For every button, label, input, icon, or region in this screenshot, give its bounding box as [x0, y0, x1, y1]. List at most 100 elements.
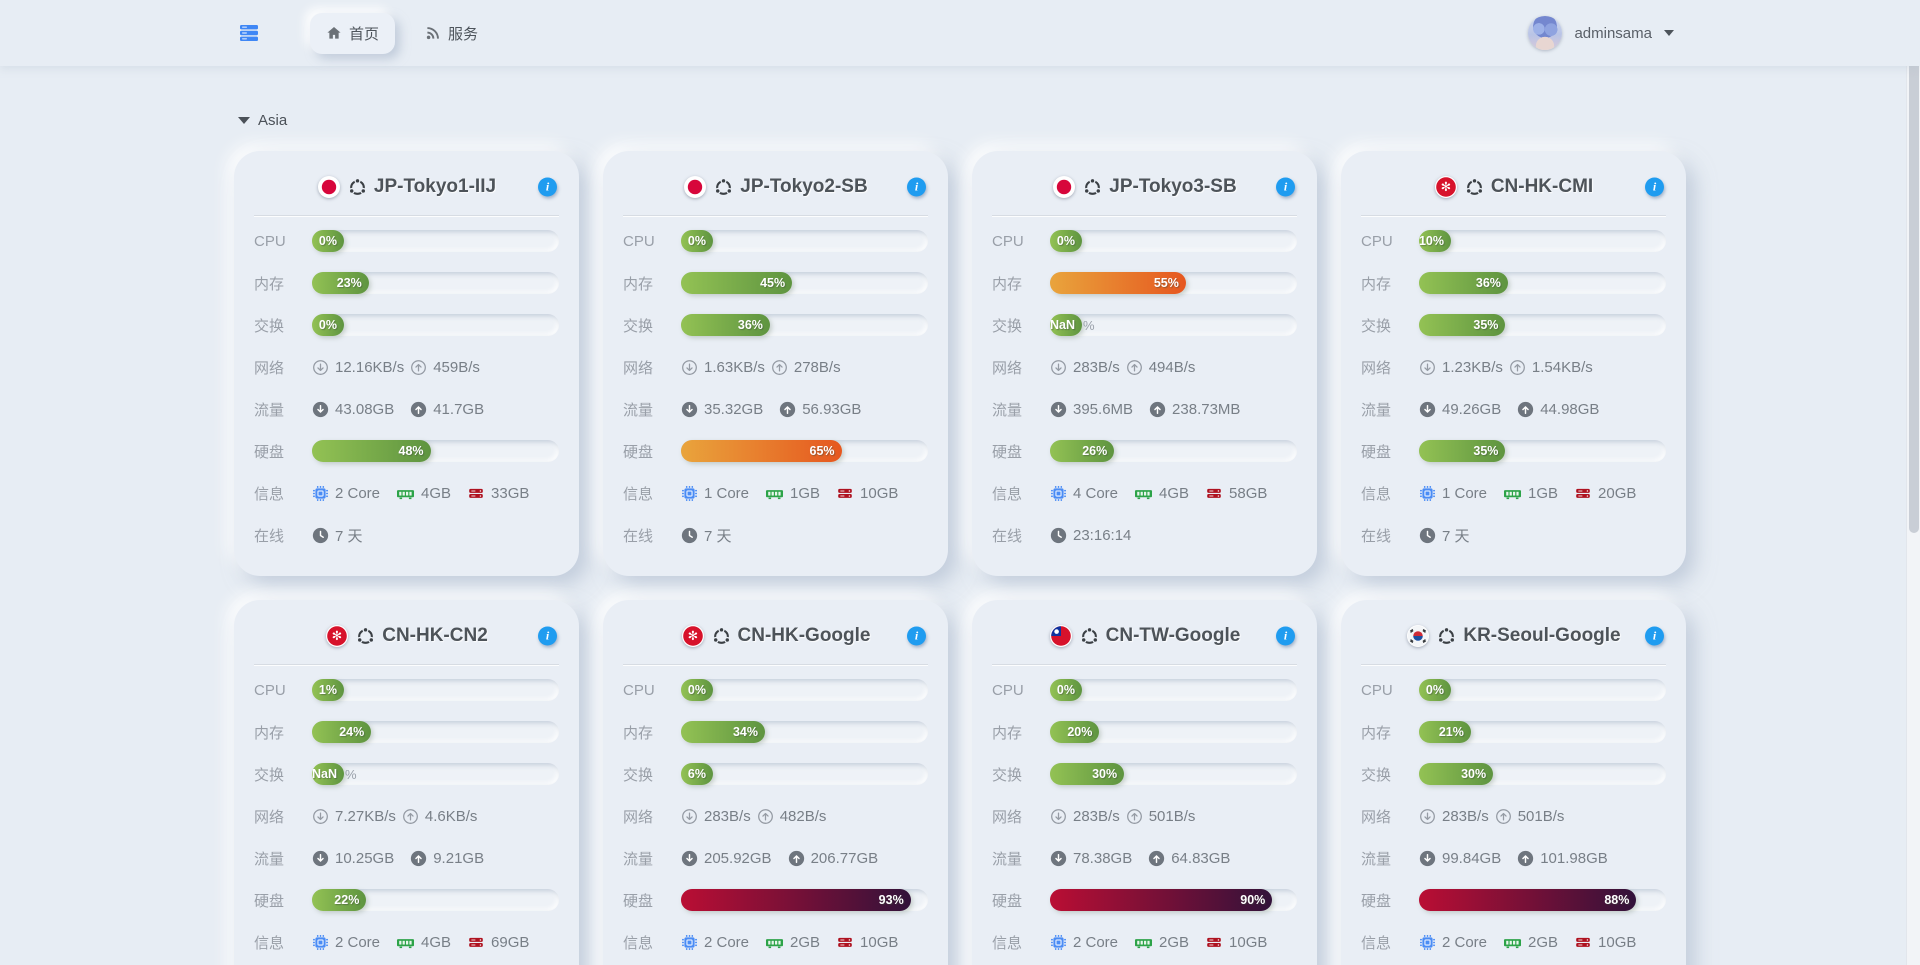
- network-row: 网络 283B/s 501B/s: [1361, 795, 1666, 837]
- tab-home-label: 首页: [349, 25, 380, 43]
- clock-icon: [1419, 527, 1436, 544]
- info-button[interactable]: i: [1645, 177, 1664, 197]
- cpu-row: CPU 0% %: [992, 669, 1297, 711]
- cpu-chip-icon: [312, 934, 329, 951]
- cpu-progress-bar: 0% %: [1419, 679, 1666, 701]
- cpu-chip-icon: [1419, 485, 1436, 502]
- info-row: 信息 2 Core: [992, 921, 1297, 963]
- server-name: JP-Tokyo3-SB: [1109, 176, 1237, 197]
- ram-icon: [396, 934, 415, 951]
- download-filled-icon: [1419, 850, 1436, 867]
- divider: [1361, 215, 1666, 216]
- traffic-row: 流量 99.84GB 101.98GB: [1361, 837, 1666, 879]
- info-cores-value: 2 Core: [335, 484, 381, 502]
- server-stack-icon[interactable]: [234, 18, 264, 48]
- user-menu[interactable]: adminsama: [1528, 16, 1686, 50]
- download-filled-icon: [312, 401, 329, 418]
- download-filled-icon: [312, 850, 329, 867]
- server-card: CN-TW-Google i CPU 0% % 内存 20% % 交: [972, 600, 1317, 965]
- os-ubuntu-icon: [1080, 626, 1099, 646]
- info-cores-value: 2 Core: [1073, 933, 1119, 951]
- country-flag-icon: [1406, 624, 1430, 648]
- storage-disk-icon: [1574, 485, 1592, 502]
- server-name: CN-HK-CMI: [1490, 176, 1594, 197]
- traffic-down-value: 395.6MB: [1073, 400, 1134, 418]
- ram-icon: [1503, 934, 1522, 951]
- section-header-asia[interactable]: Asia: [234, 66, 1686, 151]
- caret-down-icon: [1664, 30, 1674, 36]
- traffic-row: 流量 205.92GB 206.77GB: [623, 837, 928, 879]
- server-card: ✻ CN-HK-CMI i CPU 10%: [1341, 151, 1686, 576]
- network-label: 网络: [254, 808, 285, 826]
- swap-label: 交换: [1361, 317, 1392, 335]
- disk-row: 硬盘 48% %: [254, 430, 559, 472]
- info-button[interactable]: i: [907, 626, 926, 646]
- memory-row: 内存 55% %: [992, 262, 1297, 304]
- swap-progress-bar: 30% %: [1419, 763, 1666, 785]
- memory-progress-bar: 21% %: [1419, 721, 1666, 743]
- disk-progress-bar: 26% %: [1050, 440, 1297, 462]
- tab-services[interactable]: 服务: [409, 13, 494, 54]
- scrollbar-track[interactable]: [1906, 0, 1920, 965]
- info-button[interactable]: i: [1276, 177, 1295, 197]
- network-row: 网络 283B/s 482B/s: [623, 795, 928, 837]
- upload-filled-icon: [788, 850, 805, 867]
- disk-label: 硬盘: [623, 443, 654, 461]
- os-ubuntu-icon: [1437, 626, 1456, 646]
- storage-disk-icon: [467, 934, 485, 951]
- download-outline-icon: [1050, 359, 1067, 376]
- upload-outline-icon: [757, 808, 774, 825]
- swap-label: 交换: [1361, 766, 1392, 784]
- info-label: 信息: [254, 485, 285, 503]
- nan-percent-suffix: %: [345, 766, 357, 782]
- cpu-progress-bar: 0% %: [1050, 679, 1297, 701]
- info-row: 信息 2 Core: [254, 921, 559, 963]
- info-button[interactable]: i: [1276, 626, 1295, 646]
- disk-row: 硬盘 88% %: [1361, 879, 1666, 921]
- info-ram-value: 2GB: [790, 933, 821, 951]
- info-button[interactable]: i: [1645, 626, 1664, 646]
- os-ubuntu-icon: [714, 177, 733, 197]
- cpu-label: CPU: [1361, 681, 1393, 699]
- swap-row: 交换 35% %: [1361, 304, 1666, 346]
- disk-row: 硬盘 65% %: [623, 430, 928, 472]
- clock-icon: [681, 527, 698, 544]
- scrollbar-thumb[interactable]: [1909, 0, 1919, 533]
- network-label: 网络: [623, 808, 654, 826]
- divider: [1361, 664, 1666, 665]
- info-button[interactable]: i: [907, 177, 926, 197]
- network-row: 网络 1.63KB/s 278B/s: [623, 346, 928, 388]
- navbar: 首页 服务 adminsama: [0, 0, 1920, 66]
- info-storage-value: 10GB: [860, 484, 899, 502]
- traffic-label: 流量: [254, 850, 285, 868]
- download-outline-icon: [681, 359, 698, 376]
- memory-progress-bar: 36% %: [1419, 272, 1666, 294]
- tab-home[interactable]: 首页: [310, 12, 396, 54]
- network-up-value: 4.6KB/s: [424, 807, 478, 825]
- clock-icon: [312, 527, 329, 544]
- memory-progress-bar: 45% %: [681, 272, 928, 294]
- info-storage-value: 10GB: [1229, 933, 1268, 951]
- network-up-value: 278B/s: [793, 358, 841, 376]
- country-flag-icon: [683, 175, 707, 199]
- online-row: 在线 7 天: [623, 514, 928, 556]
- memory-progress-bar: 20% %: [1050, 721, 1297, 743]
- disk-label: 硬盘: [1361, 892, 1392, 910]
- traffic-row: 流量 35.32GB 56.93GB: [623, 388, 928, 430]
- traffic-up-value: 206.77GB: [810, 849, 879, 867]
- info-button[interactable]: i: [538, 626, 557, 646]
- info-button[interactable]: i: [538, 177, 557, 197]
- upload-filled-icon: [1517, 850, 1534, 867]
- disk-progress-bar: 65% %: [681, 440, 928, 462]
- disk-progress-bar: 88% %: [1419, 889, 1666, 911]
- info-ram-value: 4GB: [421, 933, 452, 951]
- swap-progress-bar: NaN %: [312, 763, 559, 785]
- swap-row: 交换 6% %: [623, 753, 928, 795]
- info-ram-value: 4GB: [1159, 484, 1190, 502]
- swap-label: 交换: [254, 766, 285, 784]
- cpu-row: CPU 0% %: [254, 220, 559, 262]
- disk-progress-bar: 93% %: [681, 889, 928, 911]
- memory-row: 内存 34% %: [623, 711, 928, 753]
- traffic-down-value: 205.92GB: [704, 849, 772, 867]
- server-card: JP-Tokyo1-IIJ i CPU 0% % 内存 23% %: [234, 151, 579, 576]
